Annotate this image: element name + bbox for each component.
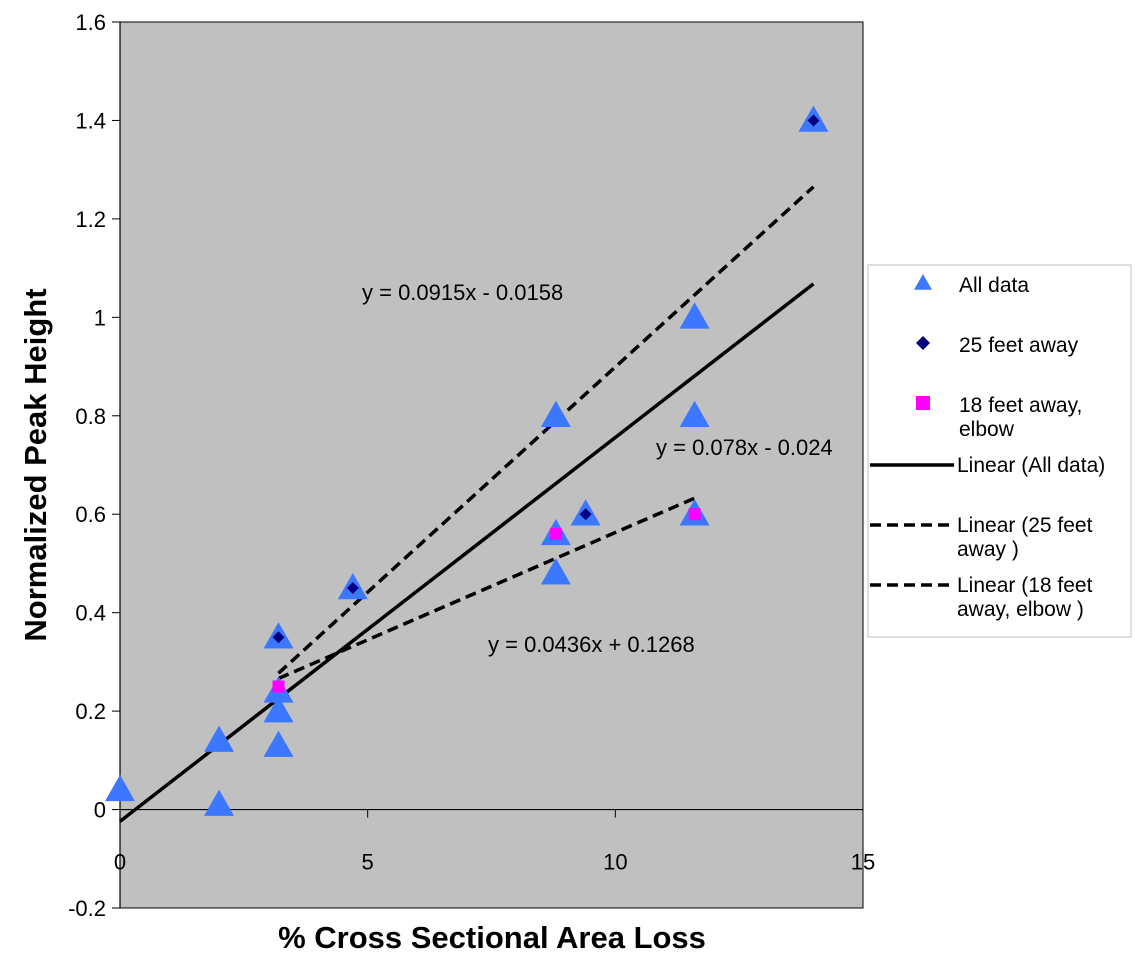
y-tick-label: 1.4 (75, 108, 106, 133)
legend-label-5: Linear (18 feet away, elbow ) (957, 574, 1093, 621)
legend-label-3: Linear (All data) (957, 454, 1105, 477)
trendline-equations: y = 0.0915x - 0.0158 y = 0.078x - 0.024 … (362, 280, 833, 657)
y-tick-label: 0.4 (75, 601, 106, 626)
y-tick-label: -0.2 (68, 896, 106, 921)
y-tick-label: 0.2 (75, 699, 106, 724)
y-axis-title: Normalized Peak Height (18, 288, 53, 641)
x-tick-label: 0 (114, 850, 126, 875)
trendline-1 (277, 185, 815, 675)
point-series-2 (272, 680, 285, 693)
y-tick-label: 0 (94, 798, 106, 823)
point-series-1 (272, 631, 285, 644)
point-series-1 (807, 114, 820, 127)
x-tick-label: 10 (603, 850, 627, 875)
equation-25-feet: y = 0.0915x - 0.0158 (362, 280, 563, 305)
trendline-2 (277, 496, 696, 681)
trendlines (118, 185, 815, 823)
point-series-0 (263, 696, 294, 723)
point-series-2 (549, 527, 562, 540)
legend-label-4: Linear (25 feet away ) (957, 514, 1093, 561)
plot-area (119, 21, 864, 909)
point-series-0 (540, 558, 571, 585)
trendline-0 (118, 282, 815, 823)
point-series-1 (346, 582, 359, 595)
point-series-0 (204, 725, 235, 752)
point-series-0 (204, 789, 235, 816)
legend-label-2: 18 feet away, elbow (959, 394, 1082, 441)
point-series-0 (540, 400, 571, 428)
legend-label-1: 25 feet away (959, 334, 1079, 357)
x-axis-title: % Cross Sectional Area Loss (278, 920, 706, 955)
legend-label-0: All data (959, 274, 1029, 297)
legend: All data 25 feet away 18 feet away, elbow Li… (867, 264, 1132, 638)
y-tick-label: 1.6 (75, 10, 106, 35)
point-series-1 (579, 508, 592, 521)
y-tick-label: 1 (94, 305, 106, 330)
legend-marker-2 (916, 396, 930, 410)
x-tick-label: 5 (362, 850, 374, 875)
equation-18-feet: y = 0.0436x + 0.1268 (488, 632, 695, 657)
x-tick-label: 15 (851, 850, 875, 875)
y-tick-label: 1.2 (75, 207, 106, 232)
point-series-0 (679, 302, 710, 329)
equation-all-data: y = 0.078x - 0.024 (656, 435, 833, 460)
legend-marker-1 (916, 336, 930, 350)
point-series-0 (263, 730, 294, 757)
point-series-2 (688, 508, 701, 521)
data-markers (105, 105, 829, 816)
y-tick-label: 0.8 (75, 404, 106, 429)
axes: -0.2 0 0.2 0.4 0.6 0.8 1 1.2 1.4 1.6 0 5 10 15 (68, 10, 875, 921)
legend-marker-0 (914, 274, 932, 290)
point-series-0 (105, 774, 135, 802)
legend-box (867, 264, 1132, 638)
point-series-0 (679, 400, 710, 428)
y-tick-label: 0.6 (75, 502, 106, 527)
